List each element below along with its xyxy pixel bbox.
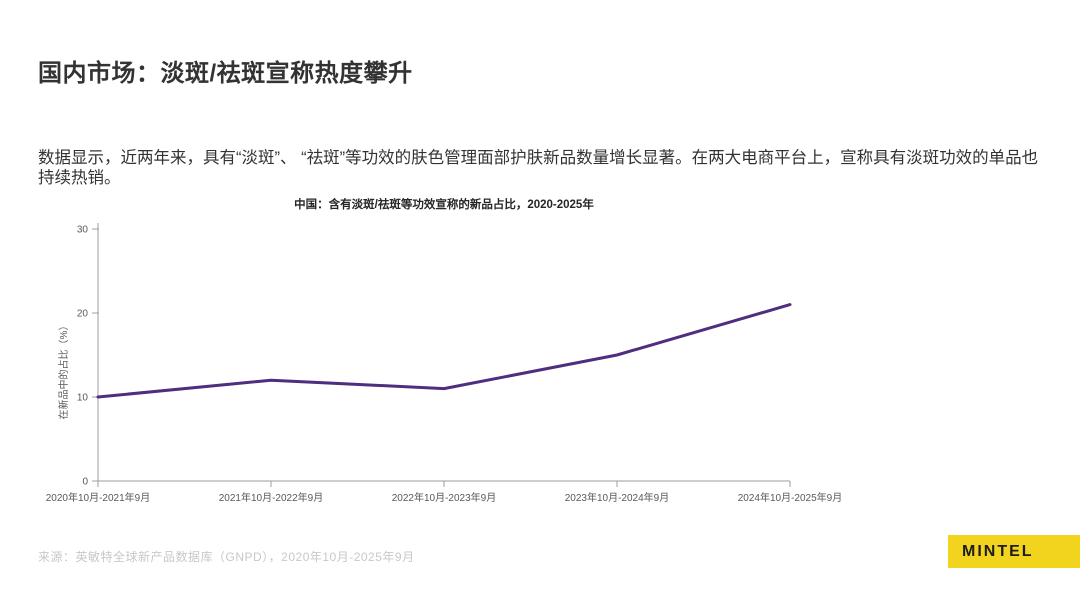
y-axis-title: 在新品中的占比（%）: [57, 321, 70, 420]
x-axis-label: 2023年10月-2024年9月: [565, 491, 670, 504]
mintel-logo-text: MINTEL: [962, 542, 1034, 560]
x-axis-label: 2024年10月-2025年9月: [738, 491, 843, 504]
x-axis-label: 2021年10月-2022年9月: [219, 491, 324, 504]
trend-line: [96, 303, 792, 399]
y-tick-label: 0: [82, 477, 88, 488]
y-tick-label: 20: [77, 309, 89, 320]
x-axis-label: 2022年10月-2023年9月: [392, 491, 497, 504]
source-note: 来源：英敏特全球新产品数据库（GNPD），2020年10月-2025年9月: [38, 550, 415, 564]
x-axis-label: 2020年10月-2021年9月: [46, 491, 151, 504]
chart-title: 中国：含有淡斑/祛斑等功效宣称的新品占比，2020-2025年: [294, 199, 594, 211]
y-tick-label: 10: [77, 393, 89, 404]
page-title: 国内市场：淡斑/祛斑宣称热度攀升: [38, 60, 413, 88]
y-tick-label: 30: [77, 225, 89, 236]
mintel-logo: MINTEL: [948, 535, 1080, 568]
intro-paragraph: 数据显示，近两年来，具有“淡斑”、 “祛斑”等功效的肤色管理面部护肤新品数量增长…: [38, 148, 1039, 187]
line-chart-svg: 0 10 20 30 2020年10月-2021年9月 2021年10月-2022年9月 2…: [46, 223, 843, 504]
